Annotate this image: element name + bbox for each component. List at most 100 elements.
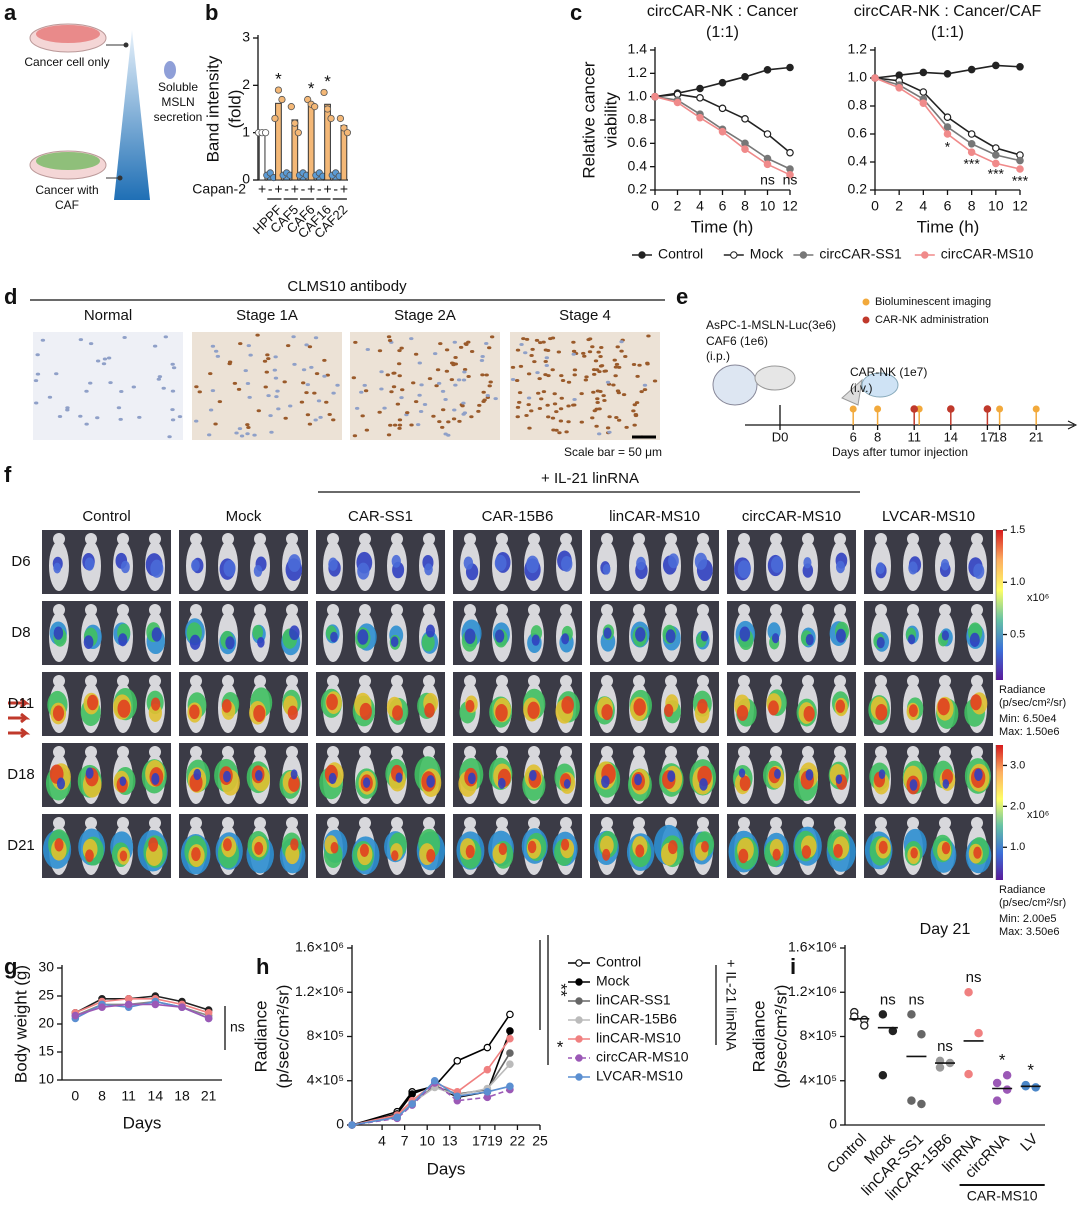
timeline-arrow (1067, 420, 1078, 430)
series-marker (718, 78, 727, 87)
mouse-head (327, 533, 339, 545)
mouse-head (149, 746, 161, 758)
pin-head (947, 405, 955, 413)
cell-label: AsPC-1-MSLN-Luc(3e6) (706, 318, 836, 332)
y-axis-label: (p/sec/cm²/sr) (771, 985, 790, 1089)
signal (287, 705, 298, 720)
panel-label: g (4, 954, 17, 979)
data-point (261, 129, 270, 137)
nucleus (446, 420, 451, 424)
signal (970, 694, 982, 711)
mouse-head (496, 817, 508, 829)
data-point (266, 169, 274, 177)
nucleus (515, 348, 521, 352)
nucleus (177, 415, 183, 419)
signal (803, 557, 812, 569)
signal (835, 560, 845, 574)
mouse-head (633, 604, 645, 616)
x-tick-label: - (317, 181, 322, 197)
series-marker (453, 1092, 462, 1101)
nucleus (517, 391, 523, 395)
data-point (917, 1030, 926, 1039)
nucleus (546, 374, 551, 378)
signal (53, 626, 64, 640)
signal (665, 629, 676, 644)
nucleus (307, 422, 313, 426)
data-point (917, 1099, 926, 1109)
y-tick-label: 20 (38, 1015, 54, 1031)
tissue-image (510, 332, 660, 440)
x-tick-label: 6 (944, 198, 952, 214)
signal (464, 628, 476, 645)
nucleus (554, 428, 559, 432)
nucleus (210, 344, 216, 348)
data-point (1002, 1070, 1012, 1080)
panel-label: f (4, 462, 12, 487)
nucleus (518, 364, 524, 368)
data-point (964, 1069, 973, 1079)
series-marker (895, 84, 903, 92)
mouse-head (601, 533, 613, 545)
signal (697, 698, 708, 714)
data-point (935, 1063, 945, 1072)
y-tick-label: 4×10⁵ (800, 1071, 837, 1087)
mouse-head (665, 746, 677, 758)
legend-label: Control (658, 246, 703, 262)
mouse-head (939, 817, 951, 829)
signal (359, 702, 372, 721)
data-point (860, 1021, 869, 1030)
y-tick-label: 8×10⁵ (800, 1027, 837, 1043)
nucleus (316, 399, 322, 403)
mouse-head (971, 675, 983, 687)
nucleus (595, 397, 600, 401)
mouse-head (770, 533, 782, 545)
nucleus (208, 408, 214, 412)
signal (328, 772, 337, 785)
nucleus (422, 402, 428, 406)
nucleus (170, 362, 175, 366)
mouse-head (286, 675, 298, 687)
dish-label: Cancer cell only (24, 55, 110, 69)
nucleus (515, 415, 520, 419)
nucleus (543, 359, 548, 363)
nucleus (272, 368, 278, 372)
mouse-head (222, 675, 234, 687)
nucleus (399, 396, 404, 400)
mouse-head (633, 746, 645, 758)
nucleus (387, 339, 393, 343)
nucleus (616, 365, 622, 369)
nucleus (484, 373, 489, 377)
mouse-head (834, 817, 846, 829)
series-marker (992, 144, 1000, 152)
series-marker (696, 84, 704, 93)
nucleus (645, 361, 650, 365)
nucleus (527, 426, 532, 430)
nucleus (273, 355, 278, 359)
series-marker (483, 1088, 492, 1096)
nucleus (194, 385, 199, 389)
significance: ns (880, 991, 896, 1008)
nucleus (596, 432, 602, 436)
signal (973, 563, 985, 579)
group-label: + IL-21 linRNA (541, 470, 639, 487)
dish-cells (36, 25, 100, 43)
signal (768, 700, 779, 716)
mouse-head (528, 675, 540, 687)
mouse-head (391, 817, 403, 829)
nucleus (596, 350, 601, 354)
mouse-head (560, 817, 572, 829)
nucleus (583, 378, 589, 382)
significance: * (308, 79, 315, 98)
nucleus (377, 410, 382, 414)
mouse-head (149, 675, 161, 687)
nucleus (397, 418, 403, 422)
mouse-head (464, 817, 476, 829)
nucleus (462, 370, 467, 374)
y-tick-label: 0.8 (848, 97, 868, 113)
nucleus (444, 348, 450, 352)
series-marker (1016, 165, 1024, 173)
nucleus (170, 408, 175, 412)
nucleus (170, 389, 176, 393)
nucleus (594, 424, 599, 428)
signal (835, 774, 843, 785)
